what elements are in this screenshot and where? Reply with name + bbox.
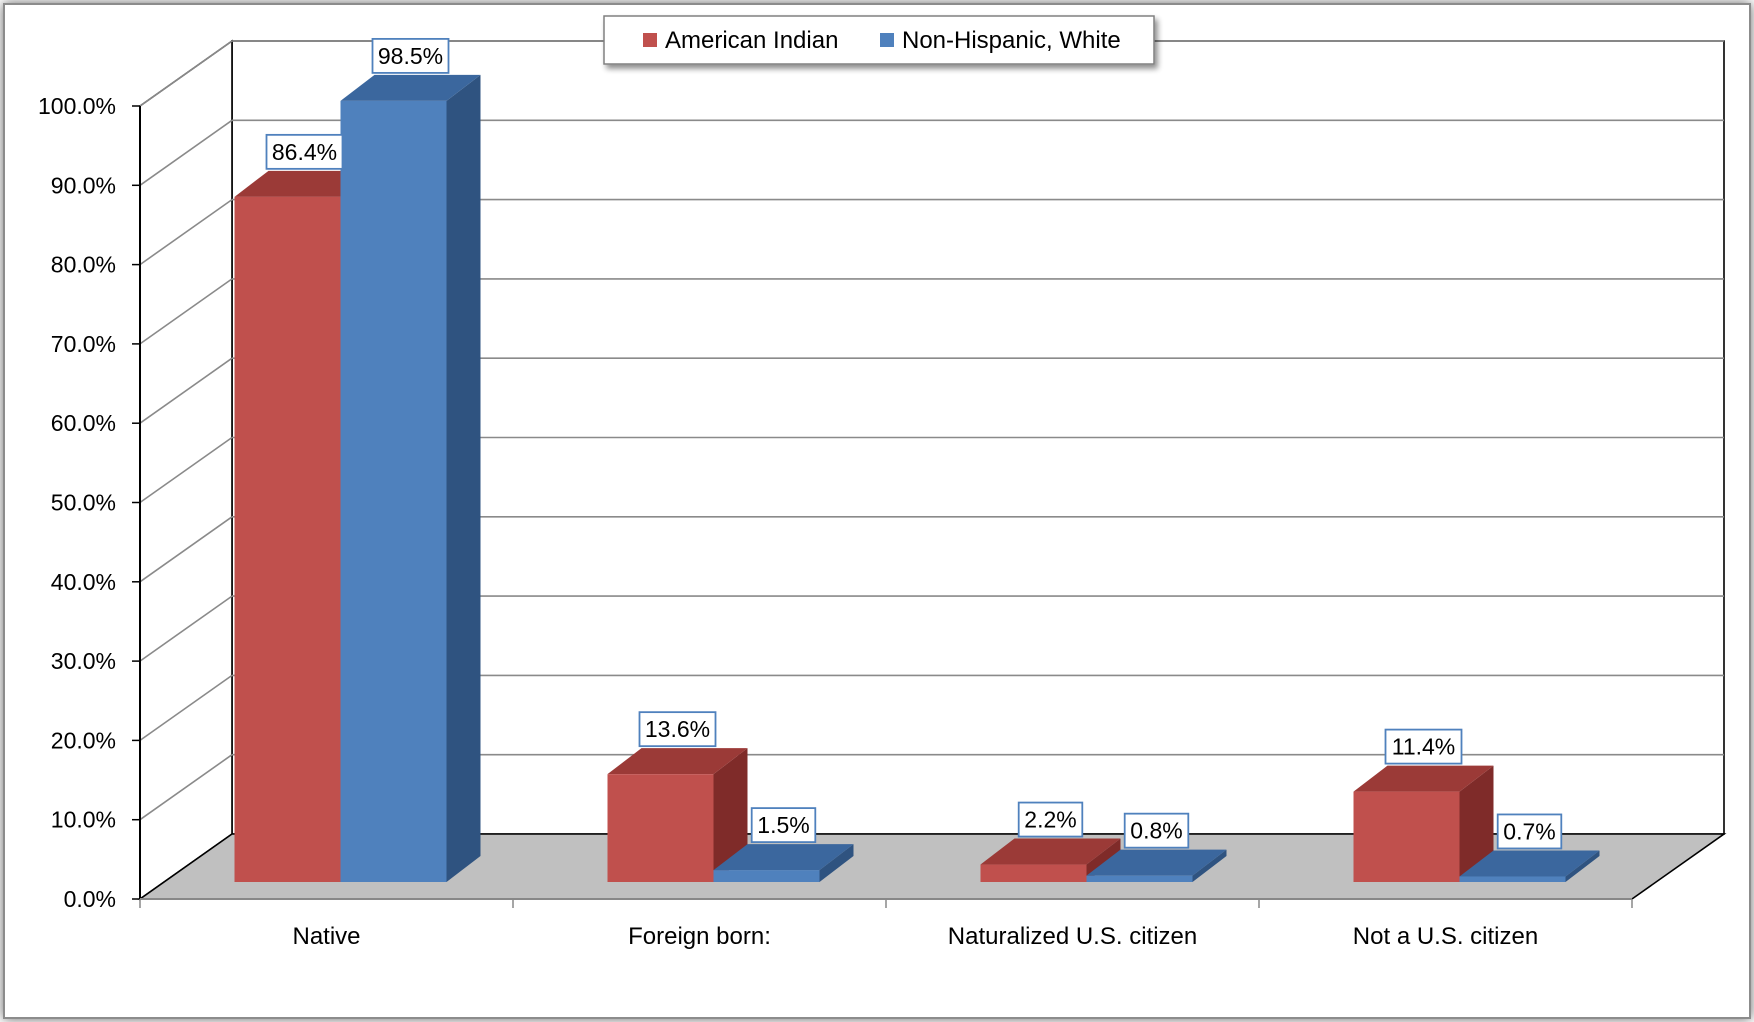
bar-side-naturalized-u-s-citizen-non-hispanic-white	[1192, 849, 1227, 882]
y-tick-label: 50.0%	[51, 490, 116, 516]
y-tick-label: 20.0%	[51, 727, 116, 753]
y-tick-label: 90.0%	[51, 172, 116, 198]
data-label-foreign-born-non-hispanic-white: 1.5%	[750, 807, 817, 844]
legend: American Indian Non-Hispanic, White	[603, 15, 1155, 65]
data-label-native-american-indian: 86.4%	[265, 133, 344, 170]
bar-front-native-american-indian	[234, 196, 341, 882]
side-gridline	[139, 516, 233, 583]
side-gridline	[139, 357, 233, 424]
bar-not-a-u-s-citizen-american-indian	[1353, 765, 1494, 882]
bar-top-native-american-indian	[234, 170, 375, 197]
data-label-value: 98.5%	[378, 43, 443, 69]
bar-not-a-u-s-citizen-non-hispanic-white	[1459, 850, 1600, 882]
bar-top-naturalized-u-s-citizen-non-hispanic-white	[1086, 849, 1227, 876]
bar-side-not-a-u-s-citizen-non-hispanic-white	[1565, 850, 1600, 882]
data-label-box	[265, 133, 344, 170]
side-gridline	[139, 754, 233, 821]
bar-front-foreign-born-american-indian	[607, 774, 714, 882]
bar-front-naturalized-u-s-citizen-non-hispanic-white	[1086, 875, 1193, 882]
axes	[132, 105, 1633, 908]
bar-side-not-a-u-s-citizen-american-indian	[1459, 765, 1494, 882]
legend-box	[603, 15, 1155, 65]
data-label-value: 11.4%	[1392, 734, 1456, 760]
side-gridline	[139, 595, 233, 662]
side-gridline	[139, 674, 233, 742]
bar-top-not-a-u-s-citizen-non-hispanic-white	[1459, 850, 1600, 877]
legend-swatch-american-indian	[643, 33, 657, 47]
data-label-box	[1123, 812, 1190, 849]
data-label-value: 13.6%	[645, 716, 710, 742]
data-label-value: 1.5%	[757, 812, 809, 838]
y-tick-label: 100.0%	[38, 93, 116, 119]
data-label-value: 2.2%	[1024, 807, 1076, 833]
x-category-label: Naturalized U.S. citizen	[948, 923, 1197, 950]
side-gridline	[139, 278, 233, 345]
y-tick-label: 30.0%	[51, 648, 116, 674]
bar-top-foreign-born-non-hispanic-white	[713, 844, 854, 871]
data-label-not-a-u-s-citizen-american-indian: 11.4%	[1384, 728, 1463, 765]
data-label-value: 0.8%	[1130, 818, 1182, 844]
bar-front-native-non-hispanic-white	[340, 100, 447, 882]
bar-front-not-a-u-s-citizen-american-indian	[1353, 791, 1460, 882]
bar-side-native-non-hispanic-white	[446, 74, 481, 882]
data-label-box	[371, 37, 450, 74]
x-axis-category-labels: Native Foreign born: Naturalized U.S. citi…	[292, 923, 1538, 950]
data-label-value: 86.4%	[272, 139, 337, 165]
bar-side-foreign-born-american-indian	[713, 748, 748, 882]
y-tick-label: 0.0%	[64, 886, 116, 912]
data-label-native-non-hispanic-white: 98.5%	[371, 37, 450, 74]
bar-naturalized-u-s-citizen-non-hispanic-white	[1086, 849, 1227, 882]
side-gridline	[139, 198, 233, 266]
bar-top-not-a-u-s-citizen-american-indian	[1353, 765, 1494, 792]
bar-top-foreign-born-american-indian	[607, 748, 748, 775]
data-label-box	[1496, 813, 1563, 850]
y-tick-label: 70.0%	[51, 331, 116, 357]
y-tick-label: 40.0%	[51, 569, 116, 595]
bar-top-naturalized-u-s-citizen-american-indian	[980, 838, 1121, 865]
gridlines	[139, 40, 1724, 821]
bar-foreign-born-non-hispanic-white	[713, 844, 854, 882]
data-label-naturalized-u-s-citizen-american-indian: 2.2%	[1017, 801, 1084, 838]
data-label-naturalized-u-s-citizen-non-hispanic-white: 0.8%	[1123, 812, 1190, 849]
side-gridline	[139, 40, 233, 107]
bar-front-foreign-born-non-hispanic-white	[713, 870, 820, 882]
legend-swatch-non-hispanic-white	[880, 33, 894, 47]
y-tick-label: 10.0%	[51, 807, 116, 833]
bar-front-not-a-u-s-citizen-non-hispanic-white	[1459, 876, 1566, 882]
y-tick-label: 80.0%	[51, 252, 116, 278]
legend-label-non-hispanic-white: Non-Hispanic, White	[902, 27, 1121, 54]
data-label-foreign-born-american-indian: 13.6%	[638, 711, 717, 748]
bar-foreign-born-american-indian	[607, 748, 748, 882]
data-label-not-a-u-s-citizen-non-hispanic-white: 0.7%	[1496, 813, 1563, 850]
bar-side-foreign-born-non-hispanic-white	[819, 844, 854, 882]
data-label-box	[1017, 801, 1084, 838]
side-gridline	[139, 119, 233, 186]
x-category-label: Foreign born:	[628, 923, 771, 950]
bars	[234, 74, 1600, 882]
y-tick-label: 60.0%	[51, 410, 116, 436]
data-label-box	[638, 711, 717, 748]
side-gridline	[139, 436, 233, 504]
data-label-box	[750, 807, 817, 844]
x-category-label: Not a U.S. citizen	[1353, 923, 1538, 950]
data-label-box	[1384, 728, 1463, 765]
data-labels: 86.4% 98.5% 13.6% 1.5% 2.2% 0.8% 11.4% 0.7%	[265, 37, 1563, 850]
bar-top-native-non-hispanic-white	[340, 74, 481, 101]
y-axis-tick-labels: 0.0% 10.0% 20.0% 30.0% 40.0% 50.0% 60.0% 70.0% 8…	[38, 93, 116, 912]
legend-label-american-indian: American Indian	[665, 27, 838, 54]
bar-native-non-hispanic-white	[340, 74, 481, 882]
x-category-label: Native	[292, 923, 360, 950]
bar-front-naturalized-u-s-citizen-american-indian	[980, 864, 1087, 882]
data-label-value: 0.7%	[1503, 818, 1555, 844]
